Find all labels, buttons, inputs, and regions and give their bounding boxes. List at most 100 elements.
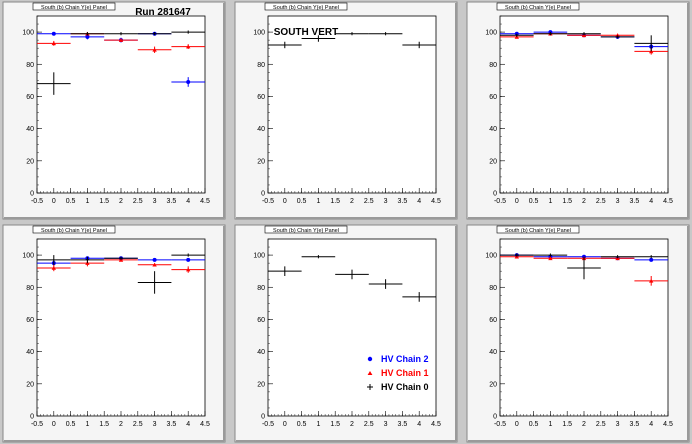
legend-label: HV Chain 1 — [381, 368, 429, 378]
x-tick-label: 4 — [186, 421, 190, 428]
y-tick-label: 0 — [30, 414, 34, 421]
data-point-marker — [186, 267, 191, 272]
x-tick-label: 2 — [119, 198, 123, 205]
x-tick-label: 4 — [649, 421, 653, 428]
panel-title: South (b) Chain Y(e) Panel — [505, 5, 571, 11]
y-tick-label: 0 — [493, 414, 497, 421]
y-tick-label: 40 — [257, 126, 265, 133]
x-tick-label: 2.5 — [364, 198, 374, 205]
x-tick-label: 0.5 — [297, 198, 307, 205]
y-tick-label: 60 — [257, 94, 265, 101]
y-tick-label: 60 — [489, 94, 497, 101]
y-tick-label: 80 — [26, 62, 34, 69]
chart-annotation: Run 281647 — [135, 7, 191, 18]
data-point-marker — [615, 33, 620, 38]
panel-title: South (b) Chain Y(e) Panel — [273, 228, 339, 234]
legend-label: HV Chain 0 — [381, 382, 429, 392]
x-tick-label: 1 — [548, 421, 552, 428]
chart-panel-2: South (b) Chain Y(e) Panel-0.5 0 0.5 1 1.5 2 2… — [234, 1, 458, 220]
panel-title-box — [496, 225, 580, 234]
y-tick-label: 100 — [22, 253, 34, 260]
data-point-marker — [649, 257, 654, 262]
data-point-marker — [186, 44, 191, 49]
x-tick-label: 2 — [119, 421, 123, 428]
y-tick-label: 40 — [489, 349, 497, 356]
x-tick-label: 3.5 — [167, 198, 177, 205]
legend-item: HV Chain 0 — [367, 382, 429, 392]
x-tick-label: 3 — [153, 198, 157, 205]
x-tick-label: 1.5 — [99, 198, 109, 205]
y-tick-label: 0 — [261, 414, 265, 421]
x-tick-label: 2 — [350, 198, 354, 205]
x-tick-label: 4 — [649, 198, 653, 205]
x-tick-label: -0.5 — [494, 198, 506, 205]
x-tick-label: 3 — [616, 198, 620, 205]
x-tick-label: 1.5 — [99, 421, 109, 428]
x-tick-label: 1 — [316, 198, 320, 205]
panel-title-box — [32, 225, 116, 234]
panel-title: South (b) Chain Y(e) Panel — [273, 5, 339, 11]
x-tick-label: 2.5 — [133, 421, 143, 428]
x-tick-label: 3 — [384, 421, 388, 428]
x-tick-label: 4 — [417, 421, 421, 428]
data-point-marker — [152, 47, 157, 52]
y-tick-label: 0 — [30, 191, 34, 198]
chart-panel-6: South (b) Chain Y(e) Panel-0.5 0 0.5 1 1.5 2 2… — [466, 224, 690, 443]
x-tick-label: 0 — [283, 421, 287, 428]
plot-area — [267, 238, 437, 417]
x-tick-label: 4.5 — [431, 421, 441, 428]
x-tick-label: 1 — [85, 198, 89, 205]
x-tick-label: 2.5 — [596, 198, 606, 205]
x-tick-label: 3.5 — [398, 198, 408, 205]
data-point-marker — [85, 34, 90, 39]
panel-title-box — [32, 2, 116, 11]
x-tick-label: 0 — [52, 198, 56, 205]
panel-title: South (b) Chain Y(e) Panel — [41, 228, 107, 234]
y-tick-label: 40 — [26, 349, 34, 356]
x-tick-label: 4.5 — [663, 198, 673, 205]
chart-panel-3: South (b) Chain Y(e) Panel -0.5 0 0.5 1 1.5 2 2… — [466, 1, 690, 220]
x-tick-label: 4.5 — [200, 421, 210, 428]
x-tick-label: 3.5 — [398, 421, 408, 428]
x-tick-label: 0.5 — [529, 198, 539, 205]
x-tick-label: 0.5 — [529, 421, 539, 428]
x-tick-label: 4 — [186, 198, 190, 205]
data-point-marker — [118, 38, 124, 42]
y-tick-label: 100 — [22, 30, 34, 37]
x-tick-label: 4.5 — [200, 198, 210, 205]
x-tick-label: 1.5 — [330, 198, 340, 205]
data-point-marker — [51, 31, 56, 36]
panel-title: South (b) Chain Y(e) Panel — [41, 5, 107, 11]
y-tick-label: 60 — [489, 317, 497, 324]
series-hv-chain-0 — [268, 255, 436, 302]
x-tick-label: 1 — [548, 198, 552, 205]
y-tick-label: 20 — [26, 381, 34, 388]
x-tick-label: 2 — [582, 198, 586, 205]
x-tick-label: -0.5 — [262, 198, 274, 205]
x-tick-label: 1 — [85, 421, 89, 428]
x-tick-label: 3 — [384, 198, 388, 205]
y-tick-label: 40 — [257, 349, 265, 356]
y-tick-label: 100 — [485, 30, 497, 37]
plot-area — [267, 15, 437, 194]
legend-item: HV Chain 2 — [367, 354, 429, 364]
x-tick-label: 1.5 — [330, 421, 340, 428]
x-tick-label: 1 — [316, 421, 320, 428]
series-hv-chain-0 — [500, 253, 668, 280]
x-tick-label: 0.5 — [297, 421, 307, 428]
legend-marker — [367, 371, 373, 375]
y-tick-label: 20 — [489, 158, 497, 165]
y-tick-label: 80 — [26, 285, 34, 292]
data-point-marker — [186, 79, 191, 84]
data-point-marker — [51, 41, 56, 46]
chart-panel-4: South (b) Chain Y(e) Panel-0.5 0 0.5 1 1.5 2 2… — [2, 224, 226, 443]
x-tick-label: 0 — [515, 198, 519, 205]
y-tick-label: 80 — [257, 285, 265, 292]
y-tick-label: 40 — [489, 126, 497, 133]
data-point-marker — [649, 278, 654, 283]
x-tick-label: 2.5 — [133, 198, 143, 205]
x-tick-label: 1.5 — [562, 198, 572, 205]
panel-title: South (b) Chain Y(e) Panel — [505, 228, 571, 234]
chart-annotation: SOUTH VERT — [274, 27, 338, 38]
